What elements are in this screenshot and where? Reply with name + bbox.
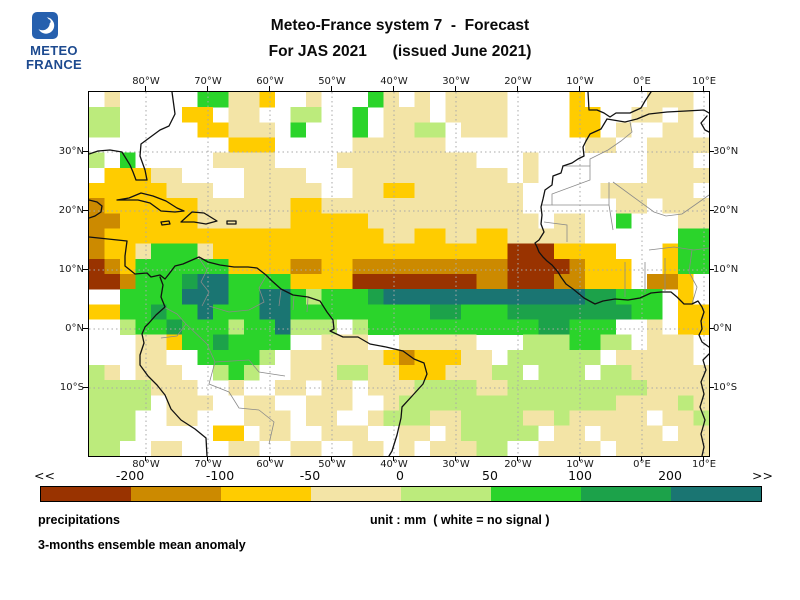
lat-label-left: 10°N [58, 264, 84, 275]
lon-label-top: 30°W [442, 76, 470, 87]
axis-tick [517, 456, 518, 461]
meteo-france-logo: METEO FRANCE [14, 8, 94, 78]
colorbar-tick-label: 0 [396, 468, 404, 483]
axis-tick [703, 456, 704, 461]
colorbar-tick-label: -200 [115, 468, 145, 483]
logo-sphere-icon [35, 15, 55, 34]
figure-title-line1: Meteo-France system 7 - Forecast [270, 17, 530, 34]
lat-label-right: 10°N [713, 264, 739, 275]
colorbar-tick-label: -50 [299, 468, 321, 483]
axis-tick [145, 86, 146, 91]
lon-label-bottom: 30°W [442, 459, 470, 470]
axis-tick [641, 86, 642, 91]
axis-tick [455, 86, 456, 91]
lon-label-bottom: 0°E [633, 459, 651, 470]
lon-label-bottom: 20°W [504, 459, 532, 470]
anomaly-cells [89, 92, 710, 457]
lon-label-top: 10°E [691, 76, 717, 87]
lat-label-left: 30°N [58, 146, 84, 157]
logo-text: METEO FRANCE [14, 44, 94, 72]
lon-label-top: 40°W [380, 76, 408, 87]
axis-tick [709, 328, 714, 329]
lon-label-bottom: 60°W [256, 459, 284, 470]
lon-label-top: 0°E [633, 76, 651, 87]
lon-label-top: 20°W [504, 76, 532, 87]
colorbar-tick-label: 200 [658, 468, 682, 483]
colorbar-right-arrow: >> [752, 468, 773, 483]
colorbar-segment [311, 487, 401, 501]
axis-tick [269, 86, 270, 91]
lat-label-left: 10°S [59, 382, 84, 393]
footer-unit-label: unit : mm ( white = no signal ) [370, 513, 550, 527]
colorbar-tick-label: 50 [482, 468, 498, 483]
lon-label-top: 80°W [132, 76, 160, 87]
axis-tick [83, 210, 88, 211]
axis-tick [145, 456, 146, 461]
axis-tick [579, 456, 580, 461]
axis-tick [331, 86, 332, 91]
axis-tick [455, 456, 456, 461]
axis-tick [83, 269, 88, 270]
axis-tick [83, 387, 88, 388]
axis-tick [709, 151, 714, 152]
axis-tick [709, 269, 714, 270]
meteo-france-logo-icon [32, 12, 58, 39]
axis-tick [207, 456, 208, 461]
axis-tick [703, 86, 704, 91]
lat-label-left: 0°N [65, 323, 84, 334]
lon-label-bottom: 80°W [132, 459, 160, 470]
axis-tick [393, 456, 394, 461]
logo-line2: FRANCE [26, 57, 82, 72]
lon-label-bottom: 70°W [194, 459, 222, 470]
lon-label-bottom: 40°W [380, 459, 408, 470]
colorbar-left-arrow: << [34, 468, 55, 483]
footer-description-label: 3-months ensemble mean anomaly [38, 538, 246, 552]
colorbar-segment [581, 487, 671, 501]
lon-label-top: 10°W [566, 76, 594, 87]
colorbar-segment [41, 487, 131, 501]
colorbar [40, 486, 762, 502]
lon-label-top: 50°W [318, 76, 346, 87]
axis-tick [393, 86, 394, 91]
lat-label-right: 0°N [713, 323, 732, 334]
axis-tick [517, 86, 518, 91]
axis-tick [269, 456, 270, 461]
colorbar-segment [221, 487, 311, 501]
lon-label-top: 60°W [256, 76, 284, 87]
axis-tick [331, 456, 332, 461]
lat-label-right: 10°S [713, 382, 738, 393]
logo-line1: METEO [30, 43, 78, 58]
axis-tick [83, 151, 88, 152]
lon-label-bottom: 10°E [691, 459, 717, 470]
axis-tick [641, 456, 642, 461]
colorbar-tick-label: 100 [568, 468, 592, 483]
colorbar-segment [401, 487, 491, 501]
axis-tick [709, 387, 714, 388]
footer-variable-label: precipitations [38, 513, 120, 527]
lon-label-bottom: 50°W [318, 459, 346, 470]
colorbar-segment [491, 487, 581, 501]
colorbar-tick-label: -100 [205, 468, 235, 483]
axis-tick [207, 86, 208, 91]
map-canvas [88, 91, 710, 457]
lon-label-bottom: 10°W [566, 459, 594, 470]
colorbar-segment [671, 487, 761, 501]
axis-tick [579, 86, 580, 91]
lon-label-top: 70°W [194, 76, 222, 87]
figure-title-line2: For JAS 2021 (issued June 2021) [268, 43, 532, 60]
colorbar-segment [131, 487, 221, 501]
country-borders [160, 121, 710, 445]
axis-tick [709, 210, 714, 211]
axis-tick [83, 328, 88, 329]
coastlines [88, 91, 710, 457]
forecast-map [88, 91, 710, 457]
lat-label-right: 20°N [713, 205, 739, 216]
lat-label-right: 30°N [713, 146, 739, 157]
lat-label-left: 20°N [58, 205, 84, 216]
